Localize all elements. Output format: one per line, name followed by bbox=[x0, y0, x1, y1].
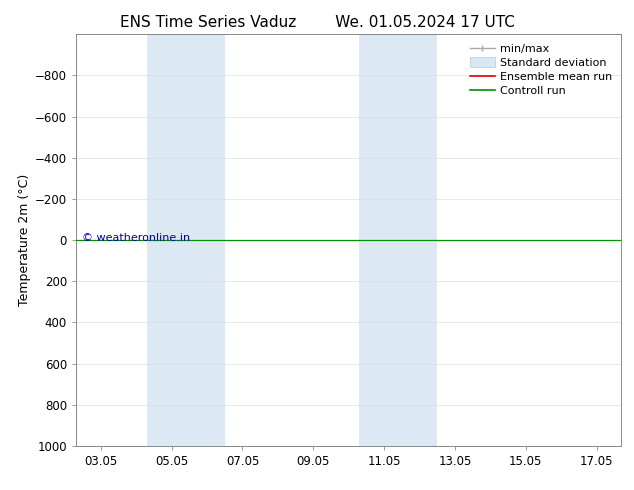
Text: © weatheronline.in: © weatheronline.in bbox=[82, 233, 190, 243]
Bar bbox=[359, 34, 437, 446]
Bar bbox=[147, 34, 225, 446]
Legend: min/max, Standard deviation, Ensemble mean run, Controll run: min/max, Standard deviation, Ensemble me… bbox=[467, 40, 616, 99]
Text: ENS Time Series Vaduz        We. 01.05.2024 17 UTC: ENS Time Series Vaduz We. 01.05.2024 17 … bbox=[120, 15, 514, 30]
Y-axis label: Temperature 2m (°C): Temperature 2m (°C) bbox=[18, 174, 31, 306]
